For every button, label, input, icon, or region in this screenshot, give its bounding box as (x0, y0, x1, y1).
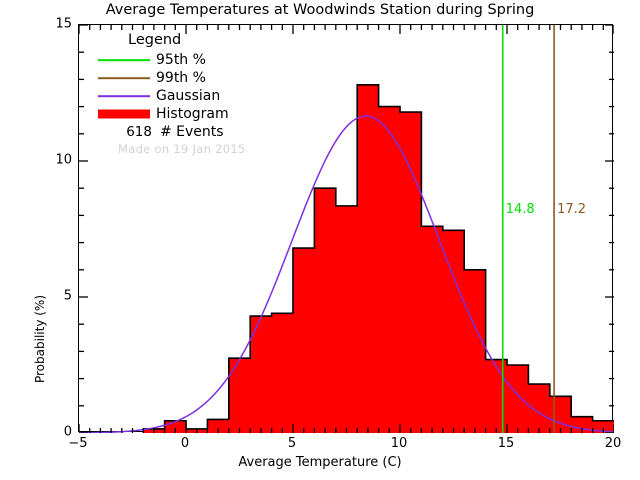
legend-marker (98, 95, 150, 97)
legend-item-histogram: Histogram (96, 105, 316, 123)
events-count: 618 (126, 124, 152, 140)
histogram-fill (143, 84, 614, 433)
legend-marker (98, 59, 150, 61)
vline-label-p99: 17.2 (557, 201, 587, 217)
x-axis-tick-labels: −5 0 5 10 15 20 (68, 436, 621, 458)
chart-title: Average Temperatures at Woodwinds Statio… (105, 2, 535, 18)
legend-swatch-line (96, 89, 152, 103)
plot-area: 14.8 17.2 (78, 24, 615, 434)
legend-label: 95th % (156, 52, 206, 68)
x-axis-title: Average Temperature (C) (238, 455, 402, 470)
legend-events-row: 618 # Events (96, 123, 316, 141)
axis-ticks (78, 24, 615, 434)
legend-label: Histogram (156, 106, 229, 122)
histogram-outline (143, 84, 614, 430)
legend-swatch-box (96, 107, 152, 121)
legend-item-99th: 99th % (96, 69, 316, 87)
histogram-series (143, 84, 614, 433)
chart-svg (78, 24, 615, 434)
y-axis-title: Probability (%) (33, 295, 47, 384)
legend-marker (98, 109, 150, 119)
vline-label-p95: 14.8 (505, 201, 535, 217)
events-label: # Events (160, 124, 224, 140)
gaussian-curve (78, 115, 615, 434)
x-tick-label: 20 (604, 436, 622, 451)
y-tick-label: 0 (63, 424, 72, 440)
y-axis-tick-labels: 0 5 10 15 (0, 17, 72, 440)
legend-item-gaussian: Gaussian (96, 87, 316, 105)
legend-label: Gaussian (156, 88, 221, 104)
y-axis-title-holder: Probability (%) (22, 148, 47, 383)
legend-marker (98, 77, 150, 79)
x-tick-label: 0 (180, 436, 190, 451)
legend-title: Legend (128, 32, 182, 48)
x-tick-label: 15 (497, 436, 515, 451)
plot-graphics (78, 24, 615, 434)
y-tick-label: 10 (55, 152, 72, 168)
legend-swatch-line (96, 71, 152, 85)
x-tick-label: −5 (68, 436, 88, 451)
made-on-stamp: Made on 19 Jan 2015 (118, 142, 246, 156)
legend-item-95th: 95th % (96, 51, 316, 69)
legend: Legend 95th % 99th % Gaussian Histogram 618… (96, 32, 316, 156)
x-tick-label: 10 (390, 436, 408, 451)
legend-swatch-line (96, 53, 152, 67)
legend-label: 99th % (156, 70, 206, 86)
legend-rows: 95th % 99th % Gaussian Histogram (96, 51, 316, 123)
y-tick-label: 15 (55, 16, 72, 32)
y-tick-label: 5 (63, 288, 72, 304)
x-tick-label: 5 (287, 436, 297, 451)
